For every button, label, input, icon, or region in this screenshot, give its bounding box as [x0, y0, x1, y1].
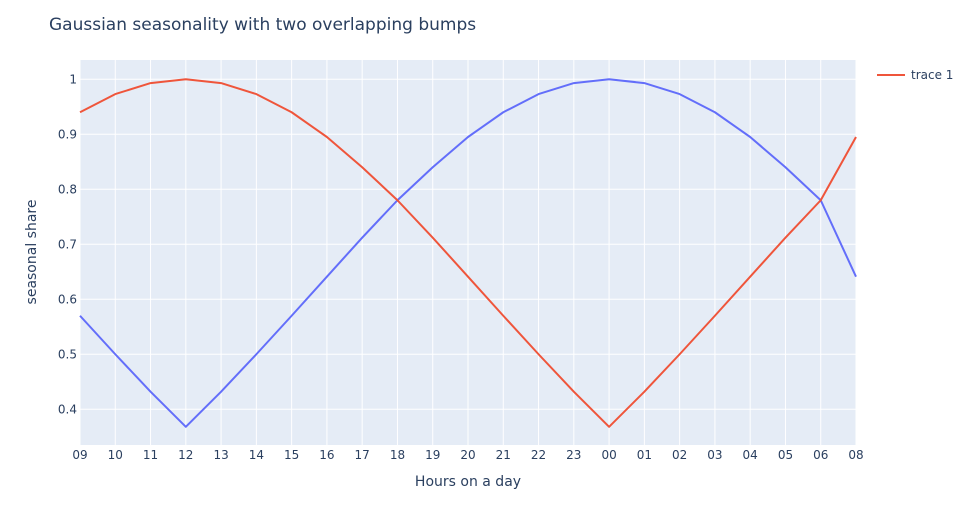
legend[interactable]: trace 1	[877, 68, 953, 82]
y-tick-label: 0.9	[58, 127, 77, 141]
x-tick-label: 02	[672, 448, 687, 462]
x-tick-label: 16	[319, 448, 334, 462]
x-axis-title: Hours on a day	[415, 474, 521, 490]
x-tick-label: 15	[284, 448, 299, 462]
y-tick-label: 0.6	[58, 292, 77, 306]
x-tick-label: 05	[778, 448, 793, 462]
chart-title: Gaussian seasonality with two overlappin…	[49, 15, 476, 35]
x-tick-label: 17	[355, 448, 370, 462]
y-tick-labels: 0.4 0.5 0.6 0.7 0.8 0.9 1	[58, 72, 77, 416]
series-line-2[interactable]	[79, 78, 857, 428]
x-tick-label: 12	[178, 448, 193, 462]
x-tick-label: 08	[848, 448, 863, 462]
x-tick-labels: 09 10 11 12 13 14 15 16 17 18 19 20 21 22 23 00 01 02 03 04…	[72, 448, 863, 462]
x-tick-label: 11	[143, 448, 158, 462]
x-tick-label: 22	[531, 448, 546, 462]
legend-label-trace-1: trace 1	[911, 68, 953, 82]
x-tick-label: 09	[72, 448, 87, 462]
y-tick-label: 0.8	[58, 182, 77, 196]
y-tick-label: 0.7	[58, 237, 77, 251]
x-tick-label: 00	[601, 448, 616, 462]
x-tick-label: 01	[637, 448, 652, 462]
x-tick-label: 14	[249, 448, 264, 462]
series-line-1[interactable]	[79, 78, 857, 428]
x-tick-label: 03	[707, 448, 722, 462]
x-tick-label: 04	[743, 448, 758, 462]
x-tick-label: 18	[390, 448, 405, 462]
y-axis-title: seasonal share	[24, 200, 40, 305]
x-tick-label: 20	[460, 448, 475, 462]
x-tick-label: 10	[108, 448, 123, 462]
y-tick-label: 1	[69, 72, 77, 86]
x-tick-label: 13	[213, 448, 228, 462]
x-tick-label: 23	[566, 448, 581, 462]
y-tick-label: 0.4	[58, 402, 77, 416]
x-gridlines	[79, 60, 857, 445]
series-layer	[79, 78, 857, 428]
x-tick-label: 19	[425, 448, 440, 462]
y-tick-label: 0.5	[58, 347, 77, 361]
x-tick-label: 06	[813, 448, 828, 462]
x-tick-label: 21	[496, 448, 511, 462]
